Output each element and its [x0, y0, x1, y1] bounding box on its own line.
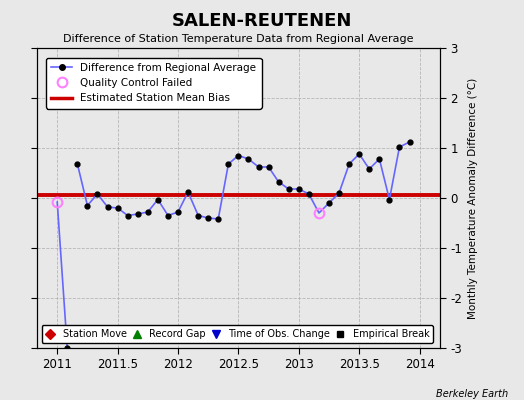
Title: Difference of Station Temperature Data from Regional Average: Difference of Station Temperature Data f…	[63, 34, 413, 44]
Y-axis label: Monthly Temperature Anomaly Difference (°C): Monthly Temperature Anomaly Difference (…	[468, 77, 478, 319]
Text: Berkeley Earth: Berkeley Earth	[436, 389, 508, 399]
Text: SALEN-REUTENEN: SALEN-REUTENEN	[172, 12, 352, 30]
Legend: Station Move, Record Gap, Time of Obs. Change, Empirical Break: Station Move, Record Gap, Time of Obs. C…	[41, 325, 433, 343]
